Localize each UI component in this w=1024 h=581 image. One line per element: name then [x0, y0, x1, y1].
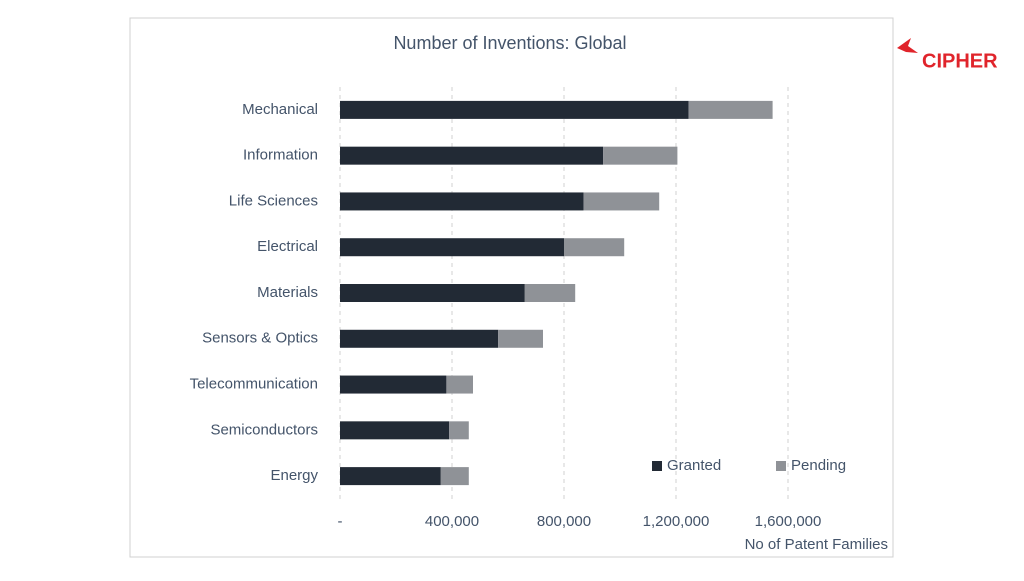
bar-segment [449, 421, 469, 440]
y-tick-label: Information [243, 147, 318, 164]
logo-icon [897, 38, 918, 53]
y-tick-label: Semiconductors [210, 421, 318, 438]
y-tick-label: Materials [257, 284, 318, 301]
y-tick-label: Mechanical [242, 101, 318, 118]
y-tick-label: Telecommunication [190, 376, 318, 393]
y-tick-label: Sensors & Optics [202, 330, 318, 347]
x-axis-label: No of Patent Families [745, 536, 888, 553]
legend-swatch [776, 461, 786, 471]
bar-segment [340, 192, 584, 211]
bar-segment [340, 284, 525, 302]
x-tick-label: 400,000 [425, 513, 479, 530]
y-tick-label: Energy [270, 467, 318, 484]
chart-title: Number of Inventions: Global [393, 33, 626, 53]
logo: CIPHER [897, 38, 998, 72]
bar-segment [564, 238, 625, 257]
bar-segment [340, 329, 499, 348]
bar-segment [340, 421, 450, 440]
bar-segment [340, 100, 689, 119]
x-tick-label: 800,000 [537, 513, 591, 530]
legend-label: Granted [667, 457, 721, 474]
bar-segment [340, 238, 564, 257]
y-tick-label: Life Sciences [229, 192, 318, 209]
bar-segment [340, 146, 604, 165]
x-tick-label: 1,600,000 [755, 513, 822, 530]
x-tick-label: - [338, 513, 343, 530]
bar-segment [440, 467, 469, 486]
x-tick-label: 1,200,000 [643, 513, 710, 530]
bar-segment [688, 100, 773, 119]
bar-segment [498, 329, 543, 348]
bar-segment [340, 375, 447, 394]
bar-segment [524, 284, 576, 302]
bar-segment [340, 467, 441, 486]
bar-segment [446, 375, 473, 394]
legend-label: Pending [791, 457, 846, 474]
bar-segment [583, 192, 660, 211]
y-tick-label: Electrical [257, 238, 318, 255]
legend-swatch [652, 461, 662, 471]
logo-text: CIPHER [922, 50, 998, 72]
bar-segment [603, 146, 678, 165]
